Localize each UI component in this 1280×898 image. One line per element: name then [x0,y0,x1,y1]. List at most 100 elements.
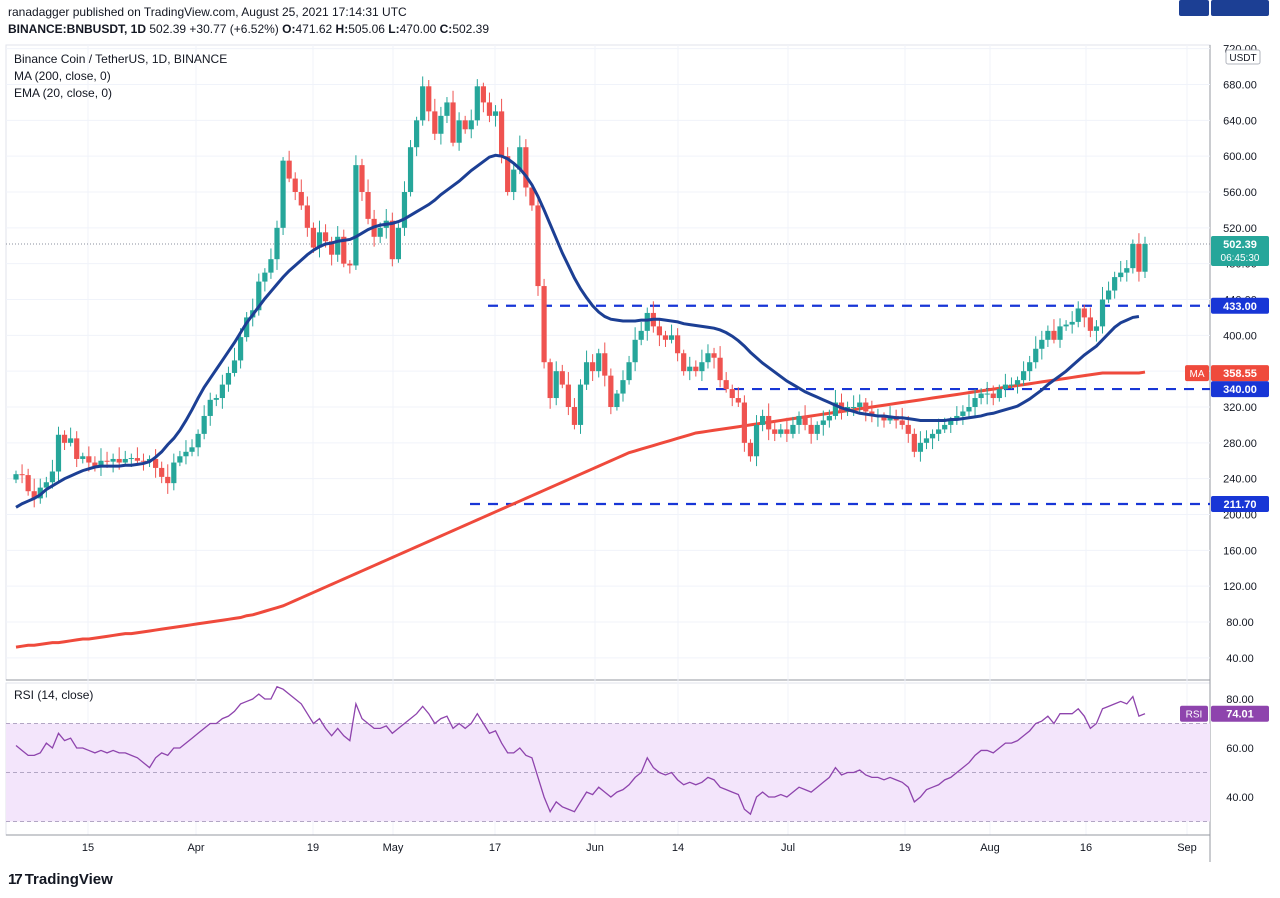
candle-body[interactable] [753,424,760,457]
candle-body[interactable] [936,429,942,434]
candle-body[interactable] [784,429,790,434]
candle-body[interactable] [68,438,74,443]
candle-body[interactable] [310,227,317,248]
candle-body[interactable] [699,362,705,372]
candle-body[interactable] [359,165,365,192]
candle-body[interactable] [857,402,863,407]
candle-body[interactable] [134,458,140,461]
candle-body[interactable] [851,407,857,408]
candle-body[interactable] [814,424,820,434]
candle-body[interactable] [547,362,553,399]
candle-body[interactable] [899,420,905,425]
candle-body[interactable] [347,263,353,266]
candle-body[interactable] [1081,308,1087,318]
candle-body[interactable] [790,424,796,434]
candle-body[interactable] [225,372,232,385]
candle-body[interactable] [414,120,420,148]
candle-body[interactable] [1112,277,1118,291]
candle-body[interactable] [104,460,110,462]
candle-body[interactable] [966,407,972,412]
candle-body[interactable] [826,415,832,421]
candle-body[interactable] [1033,348,1039,363]
candle-body[interactable] [626,362,632,381]
candle-body[interactable] [432,111,438,134]
candle-body[interactable] [565,384,571,407]
candle-body[interactable] [450,102,456,143]
candle-body[interactable] [498,111,505,157]
candle-body[interactable] [171,462,177,484]
candle-body[interactable] [1118,272,1124,278]
candle-body[interactable] [353,165,359,266]
candle-body[interactable] [808,424,814,434]
candle-body[interactable] [341,236,347,264]
candle-body[interactable] [656,326,663,336]
candle-body[interactable] [662,335,669,340]
candle-body[interactable] [219,384,225,399]
candle-body[interactable] [668,335,675,340]
candle-body[interactable] [456,120,462,143]
candle-body[interactable] [1057,326,1063,340]
candle-body[interactable] [492,111,499,116]
candle-body[interactable] [177,456,183,463]
currency-tag[interactable] [1225,49,1261,65]
candle-body[interactable] [1069,321,1075,325]
candle-body[interactable] [1142,243,1148,272]
candle-body[interactable] [1087,317,1093,331]
candle-body[interactable] [395,227,402,260]
candle-body[interactable] [778,429,784,434]
candle-body[interactable] [1002,384,1008,390]
candle-body[interactable] [693,366,699,372]
candle-body[interactable] [881,415,887,421]
candle-body[interactable] [729,389,735,399]
candle-body[interactable] [98,460,104,467]
candle-body[interactable] [905,424,911,434]
candle-body[interactable] [365,192,371,219]
candle-body[interactable] [377,227,383,237]
candle-body[interactable] [577,384,584,425]
candle-body[interactable] [759,415,766,425]
candle-body[interactable] [444,102,450,116]
candle-body[interactable] [917,442,924,452]
candle-body[interactable] [948,420,954,425]
candle-body[interactable] [322,232,329,242]
candle-body[interactable] [747,442,754,457]
candle-body[interactable] [207,399,213,416]
candle-body[interactable] [590,362,596,372]
candle-body[interactable] [644,312,650,331]
candle-body[interactable] [996,389,1002,399]
candle-body[interactable] [486,102,493,116]
candle-body[interactable] [80,456,86,459]
candle-body[interactable] [165,476,171,484]
candle-body[interactable] [559,371,565,385]
candle-body[interactable] [505,156,511,192]
candle-body[interactable] [1124,268,1130,273]
candle-body[interactable] [990,393,996,399]
candle-body[interactable] [517,147,523,170]
ema20-line[interactable] [15,153,1140,509]
candle-body[interactable] [86,456,92,463]
candle-body[interactable] [92,462,98,467]
candle-body[interactable] [583,362,590,385]
candle-body[interactable] [438,115,444,134]
candle-body[interactable] [128,458,134,460]
candle-body[interactable] [401,192,408,228]
candle-body[interactable] [711,353,717,358]
candle-body[interactable] [213,398,219,400]
candle-body[interactable] [462,120,468,130]
candle-body[interactable] [978,393,984,399]
candle-body[interactable] [292,178,298,192]
candle-body[interactable] [25,475,31,492]
candle-body[interactable] [244,317,250,338]
candle-body[interactable] [984,393,990,395]
candle-body[interactable] [407,147,414,192]
candle-body[interactable] [262,272,268,282]
candle-body[interactable] [55,434,62,472]
candle-body[interactable] [1014,380,1021,385]
candle-body[interactable] [511,169,517,192]
candle-body[interactable] [49,471,56,483]
candle-body[interactable] [189,447,195,452]
candle-body[interactable] [1039,339,1045,349]
candle-body[interactable] [335,236,341,255]
candle-body[interactable] [420,86,426,121]
candle-body[interactable] [231,360,238,373]
